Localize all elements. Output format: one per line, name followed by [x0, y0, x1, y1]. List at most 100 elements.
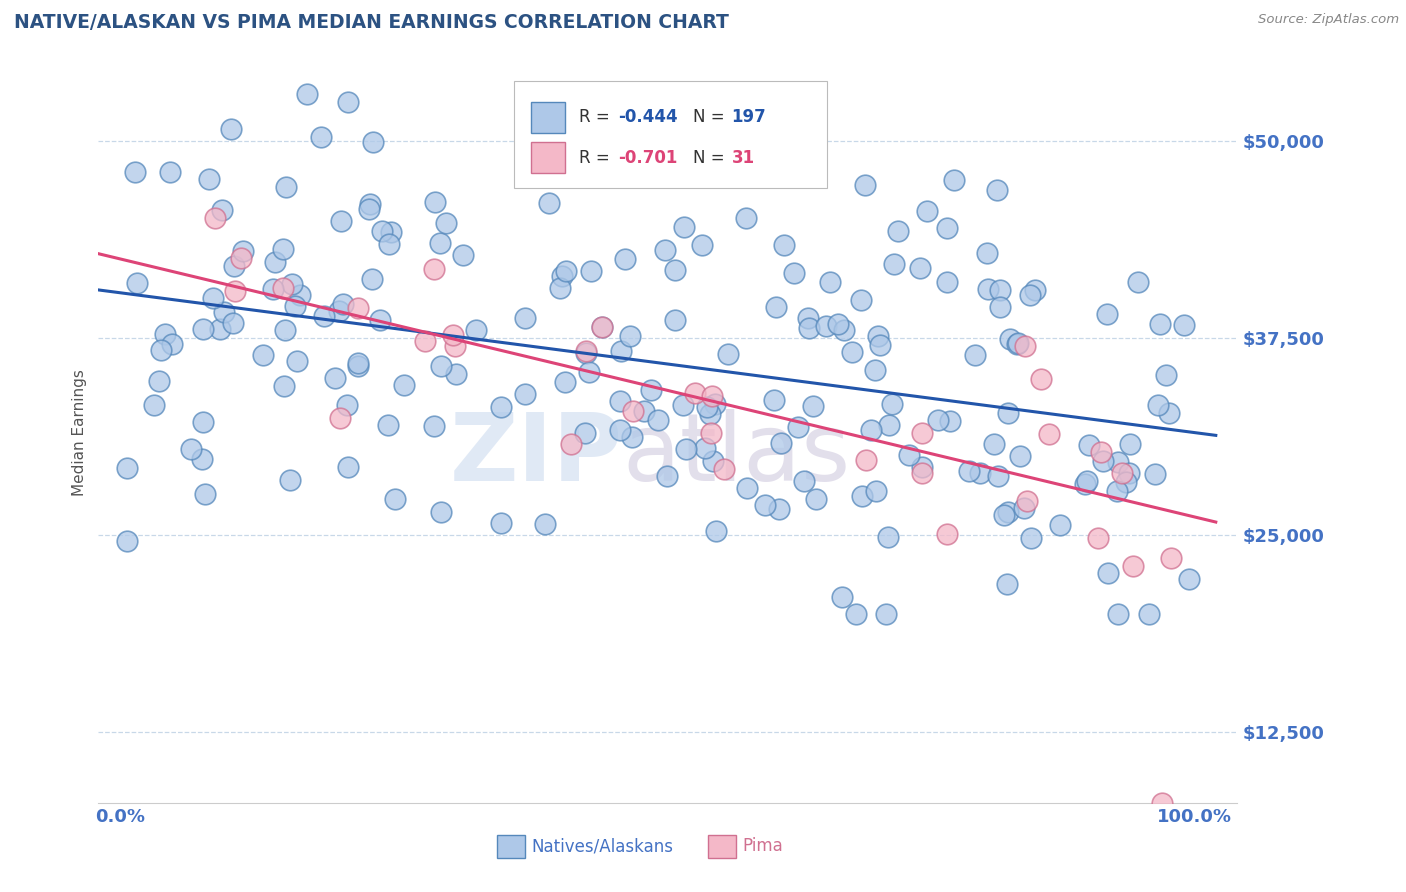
Point	[201, 291, 224, 305]
Point	[153, 327, 176, 342]
Point	[441, 327, 464, 342]
Point	[124, 165, 146, 179]
Text: N =: N =	[693, 149, 730, 167]
Point	[125, 276, 148, 290]
Point	[976, 245, 998, 260]
Point	[993, 508, 1015, 522]
Point	[859, 423, 882, 437]
Point	[1012, 501, 1035, 516]
Point	[591, 320, 613, 334]
Point	[704, 396, 727, 410]
Point	[515, 387, 537, 401]
Point	[288, 288, 311, 302]
Bar	[531, 102, 565, 133]
Point	[866, 329, 889, 343]
Point	[851, 489, 873, 503]
Point	[180, 442, 202, 456]
Point	[987, 469, 1010, 483]
Point	[983, 436, 1005, 450]
Point	[883, 257, 905, 271]
Point	[1107, 607, 1129, 621]
Point	[198, 171, 221, 186]
Point	[1111, 466, 1133, 480]
Point	[1087, 531, 1109, 545]
Point	[219, 122, 242, 136]
Point	[1107, 483, 1129, 498]
Point	[347, 356, 370, 370]
Point	[806, 491, 828, 506]
Point	[538, 195, 561, 210]
Point	[515, 311, 537, 326]
Point	[1015, 494, 1038, 508]
Point	[1107, 454, 1129, 468]
Point	[273, 280, 295, 294]
Point	[211, 202, 233, 217]
Text: R =: R =	[579, 108, 614, 127]
Point	[1119, 436, 1142, 450]
Point	[489, 516, 512, 530]
Point	[1157, 407, 1180, 421]
Point	[429, 235, 451, 250]
Point	[423, 419, 446, 434]
Point	[831, 591, 853, 605]
Point	[898, 448, 921, 462]
Point	[429, 505, 451, 519]
Point	[936, 275, 959, 289]
Point	[841, 345, 863, 359]
Point	[444, 339, 467, 353]
Point	[273, 379, 295, 393]
Point	[969, 467, 991, 481]
Point	[796, 310, 818, 325]
Point	[855, 453, 877, 467]
Point	[619, 329, 641, 343]
Point	[278, 474, 301, 488]
Point	[489, 400, 512, 414]
Point	[997, 406, 1019, 420]
Point	[329, 411, 352, 425]
Text: R =: R =	[579, 149, 614, 167]
Point	[769, 436, 792, 450]
Point	[1178, 572, 1201, 586]
Point	[911, 459, 934, 474]
Point	[281, 277, 304, 291]
Point	[943, 173, 966, 187]
Point	[754, 498, 776, 512]
Point	[159, 165, 181, 179]
Point	[1090, 445, 1112, 459]
Text: ZIP: ZIP	[450, 409, 623, 500]
Point	[224, 259, 246, 273]
Point	[621, 404, 644, 418]
Point	[853, 178, 876, 193]
Point	[1078, 438, 1101, 452]
Point	[271, 242, 294, 256]
Point	[692, 238, 714, 252]
Point	[834, 322, 856, 336]
Point	[262, 282, 284, 296]
Point	[193, 322, 215, 336]
Point	[1019, 531, 1042, 545]
Point	[865, 363, 887, 377]
Point	[613, 252, 636, 267]
Point	[827, 317, 849, 331]
Point	[877, 530, 900, 544]
Point	[1143, 467, 1166, 481]
Point	[1137, 607, 1160, 621]
Point	[377, 417, 399, 432]
Point	[1122, 559, 1144, 574]
Point	[1126, 275, 1149, 289]
Point	[1156, 368, 1178, 382]
Point	[700, 389, 723, 403]
Point	[799, 321, 821, 335]
Point	[768, 502, 790, 516]
Point	[693, 442, 716, 456]
Point	[647, 413, 669, 427]
Point	[422, 261, 444, 276]
Point	[936, 526, 959, 541]
Point	[384, 491, 406, 506]
Point	[423, 195, 446, 210]
Point	[222, 317, 245, 331]
Point	[911, 425, 934, 440]
Point	[988, 300, 1011, 314]
Point	[1092, 453, 1115, 467]
Point	[1076, 474, 1098, 488]
